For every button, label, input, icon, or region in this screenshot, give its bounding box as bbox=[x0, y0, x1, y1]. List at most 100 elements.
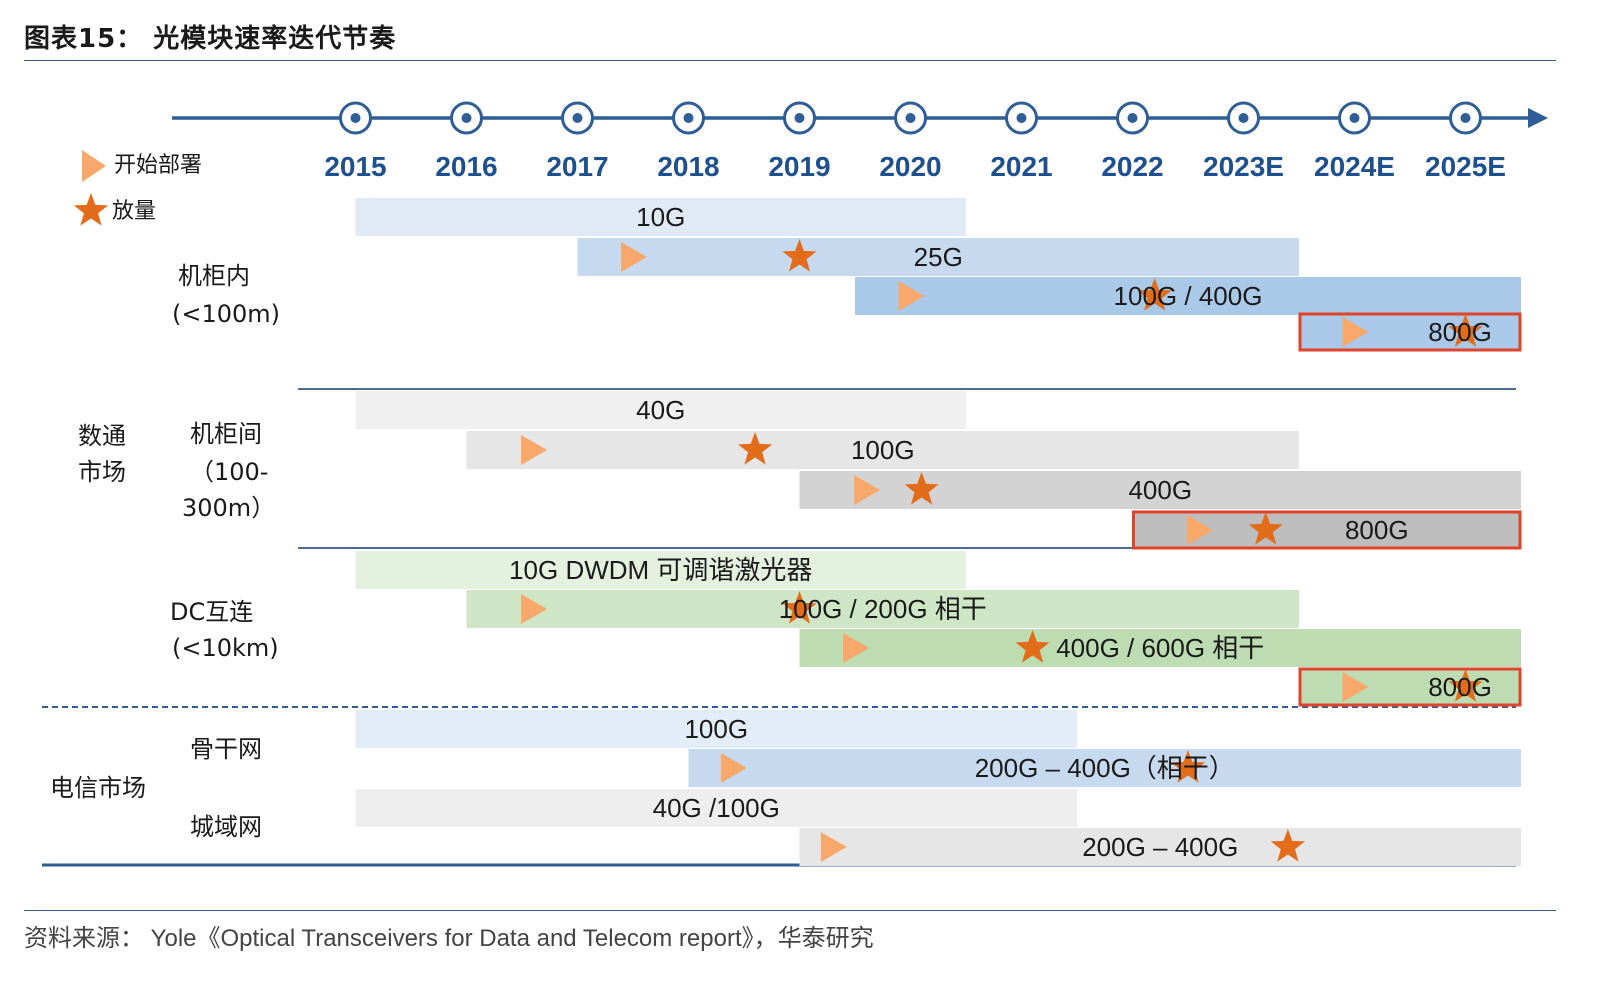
start-deploy-triangle-icon-15 bbox=[820, 832, 847, 862]
rate-bar-label-15: 200G – 400G bbox=[1082, 832, 1238, 862]
rate-bar-3 bbox=[1299, 313, 1521, 351]
start-deploy-triangle-icon-11 bbox=[1342, 672, 1369, 702]
start-deploy-triangle-icon-6 bbox=[854, 475, 881, 505]
rate-bar-9 bbox=[466, 590, 1299, 628]
volume-star-icon-5 bbox=[738, 432, 773, 465]
segment-intra-rack-line1: 机柜内 bbox=[178, 262, 250, 290]
rate-bar-15 bbox=[799, 828, 1521, 866]
year-node-dot-2017 bbox=[572, 113, 583, 123]
year-label-2023E: 2023E bbox=[1203, 151, 1284, 182]
rate-bar-label-5: 100G bbox=[851, 435, 915, 465]
year-label-2021: 2021 bbox=[990, 151, 1052, 182]
segment-intra-rack-line2: (<100m) bbox=[172, 300, 280, 328]
rate-bar-0 bbox=[355, 198, 966, 236]
volume-star-icon-11 bbox=[1448, 669, 1483, 702]
volume-star-icon-1 bbox=[782, 239, 817, 272]
year-node-dot-2016 bbox=[461, 113, 472, 123]
rate-bar-5 bbox=[466, 431, 1299, 469]
year-node-dot-2019 bbox=[794, 113, 805, 123]
volume-star-icon-2 bbox=[1137, 278, 1172, 311]
source-divider bbox=[24, 910, 1556, 911]
volume-star-icon-10 bbox=[1015, 630, 1050, 663]
year-node-dot-2022 bbox=[1127, 113, 1138, 123]
rate-bar-label-1: 25G bbox=[914, 242, 963, 272]
rate-bar-label-10: 400G / 600G 相干 bbox=[1056, 633, 1264, 663]
rate-bar-label-4: 40G bbox=[636, 395, 685, 425]
segment-inter-rack-line2: （100- bbox=[190, 458, 268, 486]
axis-arrow-icon bbox=[1528, 108, 1548, 128]
year-node-dot-2015 bbox=[350, 113, 361, 123]
rate-bar-label-8: 10G DWDM 可调谐激光器 bbox=[509, 555, 812, 585]
year-node-dot-2024E bbox=[1349, 113, 1360, 123]
year-label-2020: 2020 bbox=[879, 151, 941, 182]
start-deploy-triangle-icon-13 bbox=[720, 753, 747, 783]
year-node-dot-2023E bbox=[1238, 113, 1249, 123]
year-node-dot-2020 bbox=[905, 113, 916, 123]
rate-bar-14 bbox=[355, 789, 1077, 827]
telecom-market-label: 电信市场 bbox=[50, 774, 146, 802]
rate-bar-2 bbox=[855, 277, 1521, 315]
year-label-2015: 2015 bbox=[324, 151, 386, 182]
start-deploy-triangle-icon-3 bbox=[1342, 317, 1369, 347]
rate-bar-4 bbox=[355, 391, 966, 429]
segment-dci-line2: (<10km) bbox=[172, 634, 279, 662]
start-deploy-triangle-icon-2 bbox=[898, 281, 925, 311]
rate-bar-label-11: 800G bbox=[1428, 672, 1492, 702]
rate-bar-highlight-11 bbox=[1298, 667, 1522, 707]
start-deploy-triangle-icon-9 bbox=[521, 594, 548, 624]
start-deploy-triangle-icon-7 bbox=[1187, 515, 1214, 545]
rate-bar-highlight-7 bbox=[1132, 510, 1522, 550]
volume-star-icon-3 bbox=[1448, 314, 1483, 347]
volume-star-icon-7 bbox=[1248, 512, 1283, 545]
rate-bar-10 bbox=[799, 629, 1521, 667]
year-label-2022: 2022 bbox=[1101, 151, 1163, 182]
volume-star-icon bbox=[73, 193, 109, 226]
segment-backbone-label: 骨干网 bbox=[190, 735, 262, 763]
start-deploy-triangle-icon-5 bbox=[521, 435, 548, 465]
year-label-2025E: 2025E bbox=[1425, 151, 1506, 182]
legend-start-label: 开始部署 bbox=[114, 153, 202, 178]
rate-bar-8 bbox=[355, 551, 966, 589]
volume-star-icon-9 bbox=[782, 591, 817, 624]
rate-bar-1 bbox=[577, 238, 1299, 276]
year-node-dot-2021 bbox=[1016, 113, 1027, 123]
figure-title: 图表15： 光模块速率迭代节奏 bbox=[24, 24, 397, 54]
rate-bar-label-13: 200G – 400G（相干） bbox=[975, 753, 1235, 783]
segment-dci-line1: DC互连 bbox=[170, 598, 253, 626]
rate-bar-label-2: 100G / 400G bbox=[1114, 281, 1263, 311]
segment-inter-rack-label: 机柜间 （100- 300m） bbox=[182, 420, 276, 522]
legend-volume-label: 放量 bbox=[112, 199, 156, 224]
rate-bar-label-6: 400G bbox=[1128, 475, 1192, 505]
volume-star-icon-13 bbox=[1170, 750, 1206, 783]
year-label-2024E: 2024E bbox=[1314, 151, 1395, 182]
year-node-dot-2025E bbox=[1460, 113, 1471, 123]
rate-bar-label-3: 800G bbox=[1428, 317, 1492, 347]
rate-bar-label-14: 40G /100G bbox=[653, 793, 780, 823]
volume-star-icon-15 bbox=[1270, 829, 1305, 862]
rate-bar-highlight-3 bbox=[1298, 312, 1522, 352]
rate-bar-12 bbox=[355, 710, 1077, 748]
segment-inter-rack-line1: 机柜间 bbox=[190, 420, 262, 448]
start-deploy-triangle-icon-10 bbox=[843, 633, 869, 663]
start-deploy-triangle-icon bbox=[82, 150, 106, 182]
source-note: 资料来源： Yole《Optical Transceivers for Data… bbox=[24, 925, 874, 952]
volume-star-icon-6 bbox=[904, 472, 939, 505]
datacom-market-label: 数通 市场 bbox=[78, 422, 134, 486]
segment-inter-rack-line3: 300m） bbox=[182, 494, 275, 522]
rate-bar-13 bbox=[688, 749, 1521, 787]
year-label-2019: 2019 bbox=[768, 151, 830, 182]
segment-metro-label: 城域网 bbox=[190, 813, 262, 841]
year-label-2017: 2017 bbox=[546, 151, 608, 182]
rate-bar-label-0: 10G bbox=[636, 202, 685, 232]
rate-bar-label-7: 800G bbox=[1345, 515, 1409, 545]
rate-bar-label-12: 100G bbox=[684, 714, 748, 744]
rate-bar-label-9: 100G / 200G 相干 bbox=[779, 594, 987, 624]
datacom-market-line2: 市场 bbox=[78, 458, 126, 486]
title-divider bbox=[24, 60, 1556, 61]
year-label-2018: 2018 bbox=[657, 151, 719, 182]
start-deploy-triangle-icon-1 bbox=[621, 242, 647, 272]
year-node-dot-2018 bbox=[683, 113, 694, 123]
segment-dci-label: DC互连 (<10km) bbox=[170, 598, 279, 662]
datacom-market-line1: 数通 bbox=[78, 422, 126, 450]
